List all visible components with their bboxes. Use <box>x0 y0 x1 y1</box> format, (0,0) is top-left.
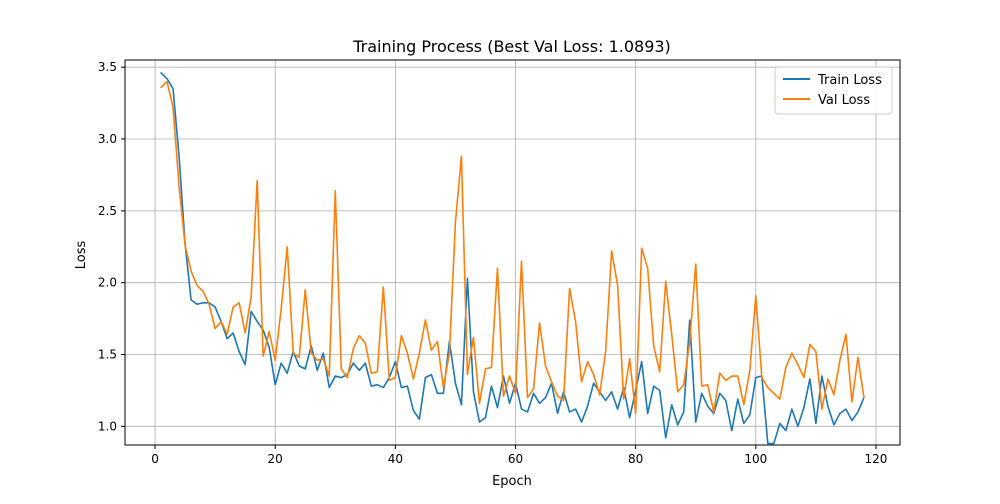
y-tick-label: 3.5 <box>98 60 117 74</box>
x-tick-label: 60 <box>508 452 523 466</box>
y-tick-label: 2.0 <box>98 276 117 290</box>
series-line-val-loss <box>160 80 865 415</box>
legend-label-val-loss: Val Loss <box>818 93 870 108</box>
x-tick-label: 80 <box>628 452 643 466</box>
grid <box>125 60 900 445</box>
y-tick-label: 1.5 <box>98 347 117 361</box>
y-tick-label: 2.5 <box>98 204 117 218</box>
x-tick-label: 120 <box>865 452 888 466</box>
x-tick-label: 40 <box>388 452 403 466</box>
x-axis-label: Epoch <box>492 474 532 489</box>
legend: Train Loss Val Loss <box>774 66 893 115</box>
x-axis-ticks: 0 20 40 60 80 100 120 <box>151 445 887 466</box>
x-tick-label: 0 <box>151 452 159 466</box>
x-tick-label: 100 <box>744 452 767 466</box>
chart-title: Training Process (Best Val Loss: 1.0893) <box>352 37 671 56</box>
y-tick-label: 3.0 <box>98 132 117 146</box>
legend-label-train-loss: Train Loss <box>817 73 882 88</box>
y-axis-label: Loss <box>74 241 89 270</box>
plot-frame <box>124 59 901 446</box>
series-line-train-loss <box>160 72 865 445</box>
y-axis-ticks: 1.0 1.5 2.0 2.5 3.0 3.5 <box>98 60 125 433</box>
y-tick-label: 1.0 <box>98 419 117 433</box>
x-tick-label: 20 <box>268 452 283 466</box>
series-lines <box>160 72 865 445</box>
